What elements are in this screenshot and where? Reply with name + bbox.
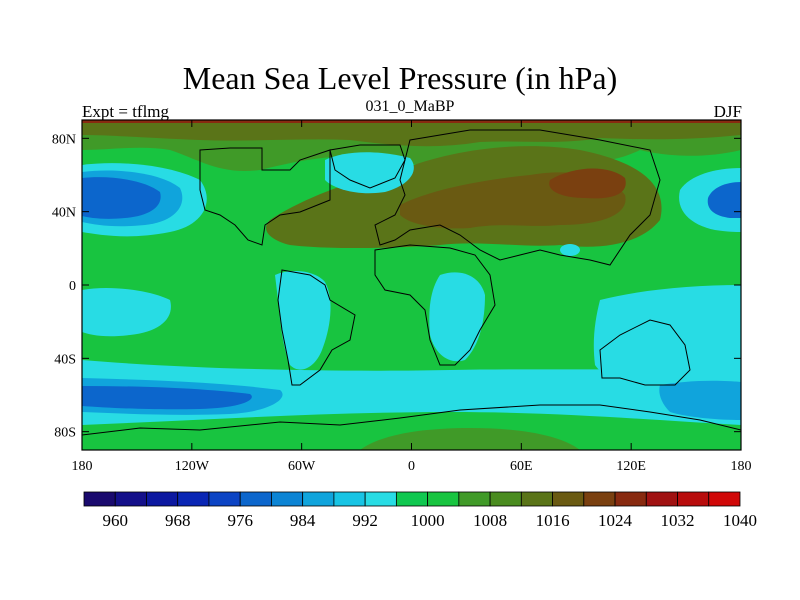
colorbar-swatch bbox=[614, 491, 647, 507]
colorbar-swatch bbox=[239, 491, 272, 507]
region-antarctic-band bbox=[82, 412, 741, 450]
region-tropical-africa bbox=[429, 272, 485, 362]
colorbar-swatch bbox=[146, 491, 179, 507]
colorbar: 960 968 976 984 992 1000 1008 1016 1024 1032 1040 bbox=[83, 491, 757, 530]
region-southern-ocean-outer bbox=[82, 360, 741, 430]
outline-africa bbox=[374, 244, 496, 366]
colorbar-swatch bbox=[458, 491, 491, 507]
region-southern-ocean-right bbox=[659, 380, 741, 420]
colorbar-label: 1016 bbox=[536, 511, 570, 530]
y-tick-label: 80N bbox=[52, 132, 76, 147]
axes-group: 180 120W 60W 0 60E 120E 180 80N 40N 0 40S 80S bbox=[52, 120, 752, 474]
colorbar-swatch bbox=[114, 491, 147, 507]
colorbar-label: 992 bbox=[352, 511, 378, 530]
colorbar-label: 1032 bbox=[661, 511, 695, 530]
region-australia bbox=[593, 285, 741, 383]
y-tick-label: 0 bbox=[69, 279, 76, 294]
region-asia-spot bbox=[560, 244, 580, 256]
outline-north-america bbox=[199, 147, 331, 246]
region-north-pacific-low-right-core bbox=[707, 182, 741, 218]
colorbar-swatch bbox=[364, 491, 397, 507]
colorbar-label: 1008 bbox=[473, 511, 507, 530]
region-north-pacific-low-core bbox=[82, 177, 161, 219]
colorbar-swatch bbox=[552, 491, 585, 507]
x-tick-label: 180 bbox=[731, 459, 752, 474]
y-tick-label: 40S bbox=[54, 352, 76, 367]
colorbar-label: 984 bbox=[290, 511, 316, 530]
outline-antarctica bbox=[82, 404, 741, 436]
experiment-label: Expt = tflmg bbox=[82, 102, 170, 121]
colorbar-swatch bbox=[333, 491, 366, 507]
colorbar-label: 960 bbox=[102, 511, 128, 530]
continent-outlines bbox=[82, 129, 741, 436]
region-antarctic-olive bbox=[360, 428, 580, 450]
colorbar-swatch bbox=[708, 491, 741, 507]
colorbar-label: 976 bbox=[227, 511, 253, 530]
colorbar-swatch bbox=[83, 491, 116, 507]
x-tick-label: 60E bbox=[510, 459, 533, 474]
colorbar-swatch bbox=[177, 491, 210, 507]
outline-australia bbox=[599, 319, 691, 386]
colorbar-label: 1000 bbox=[411, 511, 445, 530]
colorbar-swatch bbox=[271, 491, 304, 507]
region-west-pacific-patch bbox=[82, 288, 171, 337]
colorbar-swatch bbox=[677, 491, 710, 507]
colorbar-swatch bbox=[520, 491, 553, 507]
colorbar-swatch bbox=[427, 491, 460, 507]
region-arctic-dark bbox=[82, 120, 741, 147]
season-label: DJF bbox=[713, 102, 742, 121]
map-area bbox=[82, 120, 741, 450]
y-tick-label: 40N bbox=[52, 206, 76, 221]
x-tick-label: 0 bbox=[408, 459, 415, 474]
region-southern-ocean-core bbox=[82, 386, 252, 410]
colorbar-swatch bbox=[395, 491, 429, 507]
colorbar-label: 968 bbox=[165, 511, 191, 530]
region-tropical-south-america bbox=[275, 270, 331, 370]
x-tick-label: 60W bbox=[288, 459, 316, 474]
colorbar-swatch bbox=[489, 491, 522, 507]
outline-greenland bbox=[329, 144, 406, 189]
x-tick-label: 120W bbox=[175, 459, 210, 474]
x-tick-label: 180 bbox=[72, 459, 93, 474]
colorbar-swatch bbox=[208, 491, 241, 507]
colorbar-swatch bbox=[583, 491, 616, 507]
colorbar-swatch bbox=[302, 491, 335, 507]
outline-eurasia bbox=[374, 129, 661, 266]
time-label: 031_0_MaBP bbox=[365, 98, 455, 115]
chart-title: Mean Sea Level Pressure (in hPa) bbox=[182, 60, 618, 96]
region-north-atlantic-patch bbox=[325, 152, 414, 194]
colorbar-label: 1024 bbox=[598, 511, 633, 530]
region-asian-high-core bbox=[549, 168, 626, 199]
y-tick-label: 80S bbox=[54, 426, 76, 441]
colorbar-label: 1040 bbox=[723, 511, 757, 530]
x-tick-label: 120E bbox=[616, 459, 646, 474]
outline-south-america bbox=[277, 269, 356, 386]
colorbar-swatch bbox=[645, 491, 678, 507]
